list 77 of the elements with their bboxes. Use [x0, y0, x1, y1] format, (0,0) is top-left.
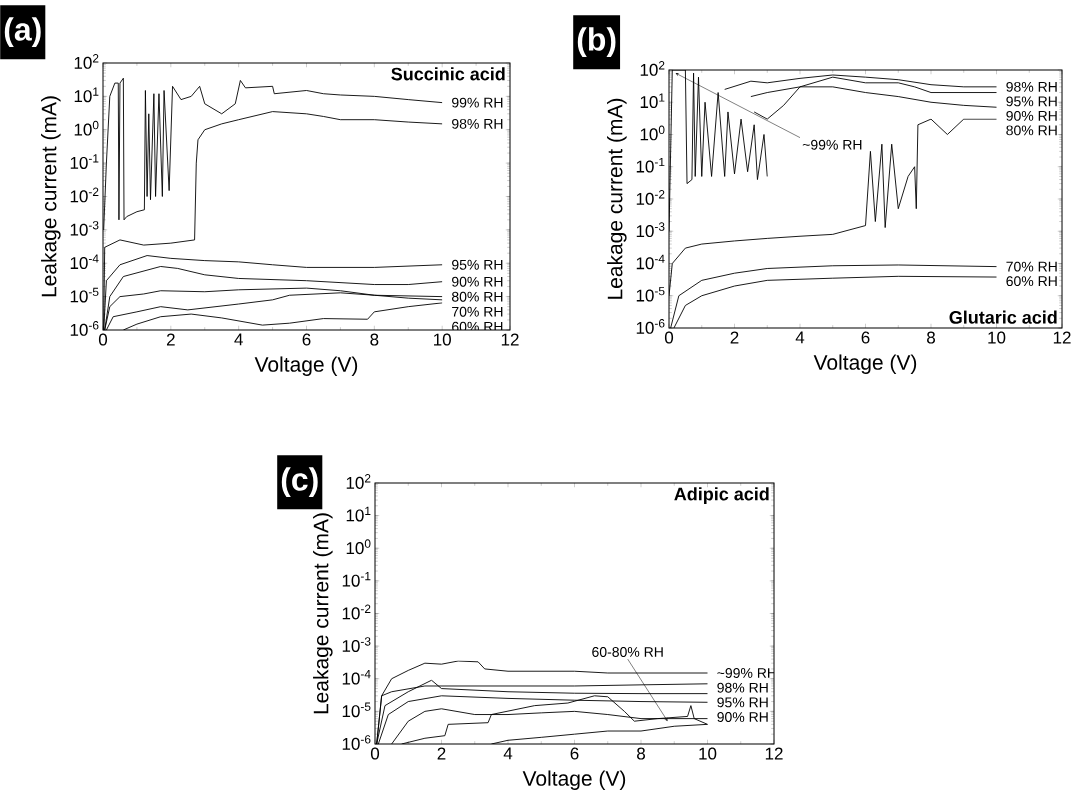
legend-label: 98% RH [452, 118, 503, 129]
y-tick-label: 10$^{-4}$ [342, 669, 371, 685]
legend-label: 80% RH [451, 291, 503, 302]
x-tick-label: 2 [730, 331, 739, 344]
x-tick-label: 2 [166, 333, 175, 346]
x-tick-label: 8 [370, 333, 379, 346]
y-tick-label: 10$^{0}$ [74, 120, 99, 136]
x-tick-label: 12 [765, 747, 783, 760]
x-tick-label: 4 [503, 747, 513, 760]
y-tick-label: 10$^{-1}$ [70, 154, 99, 169]
x-tick-label: 10 [434, 333, 451, 346]
legend-label: 90% RH [717, 712, 768, 723]
x-tick-label: 2 [437, 747, 446, 760]
x-tick-label: 12 [501, 333, 519, 346]
y-tick-label: 10$^{-3}$ [342, 637, 371, 652]
y-axis-title: Leakage current (mA) [41, 96, 61, 297]
y-tick-label: 10$^{2}$ [346, 474, 371, 489]
y-tick-label: 10$^{1}$ [346, 506, 371, 522]
y-tick-label: 10$^{-2}$ [636, 190, 665, 205]
x-tick-label: 10 [699, 747, 717, 760]
x-tick-label: 0 [664, 331, 674, 344]
y-tick-label: 10$^{0}$ [346, 539, 371, 555]
x-tick-label: 0 [370, 747, 380, 760]
y-tick-label: 10$^{1}$ [74, 87, 99, 103]
y-tick-label: 10$^{-6}$ [70, 321, 99, 336]
x-tick-label: 6 [570, 747, 579, 760]
y-axis-title: Leakage current (mA) [607, 98, 627, 299]
x-tick-label: 10 [988, 331, 1006, 344]
chart-subtitle: Succinic acid [391, 67, 505, 81]
y-tick-label: 10$^{2}$ [74, 54, 99, 69]
y-tick-label: 10$^{-3}$ [70, 220, 99, 236]
x-tick-label: 4 [234, 333, 243, 346]
legend-label: 99% RH [452, 97, 503, 108]
x-tick-label: 0 [98, 333, 108, 346]
legend-label: 90% RH [1006, 110, 1057, 121]
y-tick-label: 10$^{-5}$ [342, 702, 371, 718]
legend-label: 95% RH [717, 697, 768, 708]
y-tick-label: 10$^{1}$ [640, 93, 665, 109]
x-axis-title: Voltage (V) [813, 354, 917, 375]
text: Glutaric acid [949, 310, 1057, 324]
legend-label: 70% RH [452, 306, 503, 317]
x-axis-title: Voltage (V) [254, 356, 358, 377]
x-axis-title: Voltage (V) [522, 770, 626, 791]
legend-label: 80% RH [1006, 125, 1057, 136]
y-tick-label: 10$^{-6}$ [636, 319, 665, 334]
y-tick-label: 10$^{0}$ [640, 125, 665, 141]
legend-label: 98% RH [1006, 81, 1057, 92]
y-tick-label: 10$^{-4}$ [636, 254, 665, 270]
legend-label: 98% RH [717, 682, 768, 693]
x-tick-label: 6 [302, 333, 311, 346]
y-tick-label: 10$^{-2}$ [342, 604, 371, 620]
y-tick-label: 10$^{-3}$ [636, 222, 665, 238]
x-tick-label: 8 [927, 331, 936, 344]
legend-label: 90% RH [452, 276, 503, 287]
legend-label: 70% RH [1006, 261, 1057, 272]
annotation: 60-80% RH [592, 646, 663, 657]
legend-label: 95% RH [1006, 96, 1057, 107]
y-tick-label: 10$^{2}$ [640, 61, 665, 76]
x-tick-label: 6 [861, 331, 870, 344]
y-tick-label: 10$^{-2}$ [70, 187, 99, 203]
y-axis-title: Leakage current (mA) [313, 513, 333, 714]
y-tick-label: 10$^{-4}$ [70, 254, 99, 270]
x-tick-label: 12 [1053, 331, 1071, 344]
x-tick-label: 8 [637, 747, 645, 760]
x-tick-label: 4 [795, 331, 805, 344]
legend-label: 95% RH [452, 259, 503, 270]
y-tick-label: 10$^{-6}$ [342, 735, 371, 750]
y-tick-label: 10$^{-5}$ [636, 286, 665, 302]
legend-label: 60% RH [1006, 276, 1057, 287]
y-tick-label: 10$^{-1}$ [342, 572, 371, 587]
chart-title: (a) [4, 17, 41, 48]
annotation: ~99% RH [802, 139, 862, 150]
chart-title: (b) [577, 27, 616, 58]
chart-subtitle: Adipic acid [674, 487, 769, 504]
y-tick-label: 10$^{-1}$ [636, 157, 665, 173]
y-tick-label: 10$^{-5}$ [70, 287, 99, 303]
chart-title: (c) [281, 467, 318, 498]
